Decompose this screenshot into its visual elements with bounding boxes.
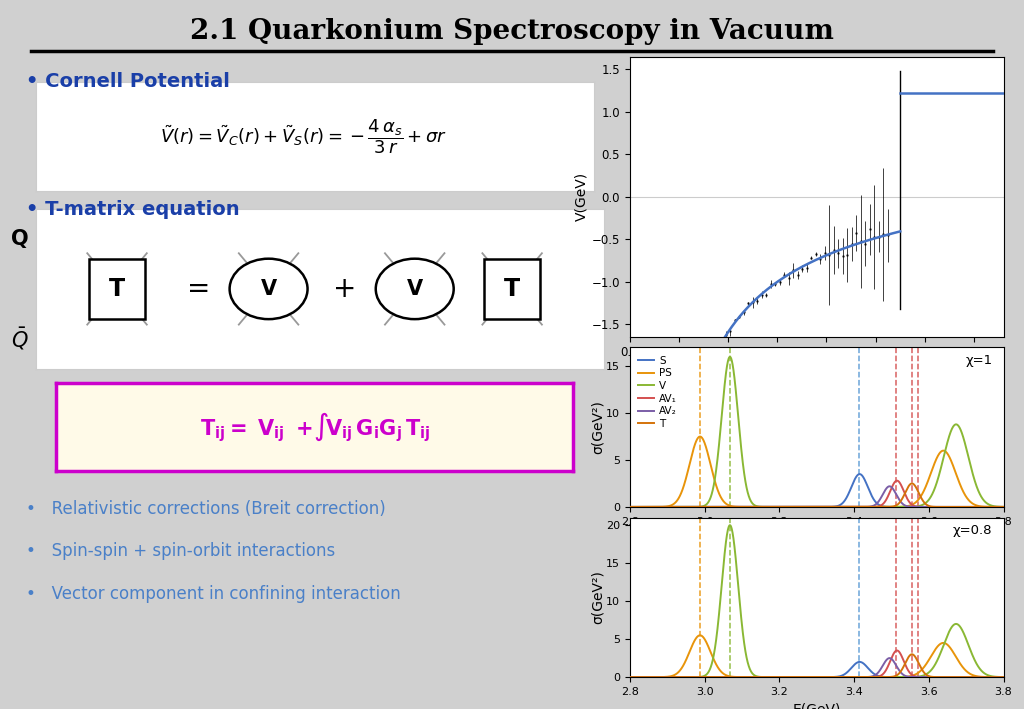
Text: V: V (407, 279, 423, 299)
Text: +: + (333, 275, 356, 303)
Y-axis label: V(GeV): V(GeV) (574, 172, 589, 221)
Text: T: T (109, 277, 125, 301)
Circle shape (376, 259, 454, 319)
Text: $\bar{Q}$: $\bar{Q}$ (11, 326, 29, 352)
Circle shape (229, 259, 307, 319)
Legend: S, PS, V, AV₁, AV₂, T: S, PS, V, AV₁, AV₂, T (635, 352, 680, 432)
Text: •   Spin-spin + spin-orbit interactions: • Spin-spin + spin-orbit interactions (26, 542, 335, 560)
Text: χ=1: χ=1 (966, 354, 992, 367)
Text: V: V (260, 279, 276, 299)
Text: $\tilde{V}(r) = \tilde{V}_C(r) + \tilde{V}_S(r) = -\dfrac{4\,\alpha_s}{3\,r} + \: $\tilde{V}(r) = \tilde{V}_C(r) + \tilde{… (160, 117, 447, 156)
Text: χ=0.8: χ=0.8 (952, 524, 992, 537)
Text: 2.1 Quarkonium Spectroscopy in Vacuum: 2.1 Quarkonium Spectroscopy in Vacuum (190, 18, 834, 45)
FancyBboxPatch shape (484, 259, 541, 319)
Text: •   Vector component in confining interaction: • Vector component in confining interact… (26, 585, 400, 603)
Text: •   Relativistic corrections (Breit correction): • Relativistic corrections (Breit correc… (26, 500, 385, 518)
Text: • T-matrix equation: • T-matrix equation (26, 200, 240, 219)
Text: $\mathbf{T_{ij} = \ V_{ij} \ +\!\int\! V_{ij}\, G_i G_j\, T_{ij}}$: $\mathbf{T_{ij} = \ V_{ij} \ +\!\int\! V… (200, 411, 430, 444)
Text: • Cornell Potential: • Cornell Potential (26, 72, 229, 91)
X-axis label: r(fm): r(fm) (799, 365, 835, 379)
Y-axis label: σ(GeV²): σ(GeV²) (591, 571, 604, 624)
X-axis label: E(GeV): E(GeV) (793, 703, 841, 709)
Y-axis label: σ(GeV²): σ(GeV²) (591, 401, 604, 454)
FancyBboxPatch shape (89, 259, 145, 319)
Text: =: = (186, 275, 210, 303)
Text: Q: Q (11, 228, 29, 249)
Text: T: T (504, 277, 520, 301)
